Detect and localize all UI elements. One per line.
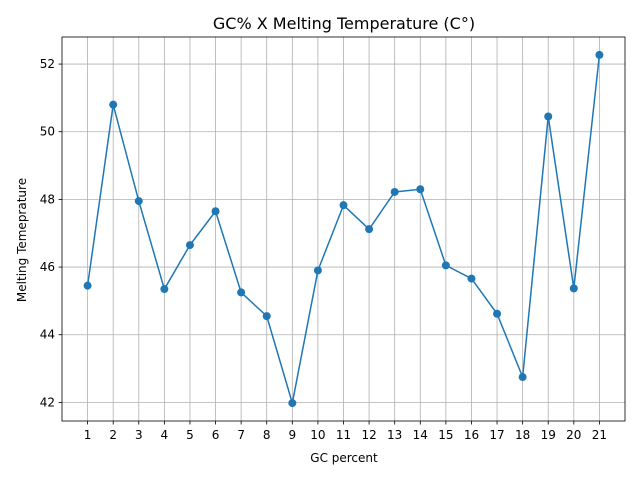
x-tick-label: 19 — [541, 428, 556, 442]
x-tick-label: 2 — [109, 428, 117, 442]
data-point — [83, 281, 92, 290]
data-point — [313, 266, 322, 275]
data-point — [441, 261, 450, 270]
data-point — [237, 288, 246, 297]
data-point — [339, 201, 348, 210]
x-axis-label: GC percent — [310, 451, 378, 465]
x-tick-label: 17 — [489, 428, 504, 442]
x-tick-label: 8 — [263, 428, 271, 442]
x-tick-label: 6 — [212, 428, 220, 442]
x-tick-label: 14 — [413, 428, 428, 442]
y-tick-label: 46 — [40, 260, 55, 274]
x-tick-label: 21 — [592, 428, 607, 442]
x-tick-label: 9 — [288, 428, 296, 442]
x-tick-label: 18 — [515, 428, 530, 442]
data-point — [109, 100, 118, 109]
ticks: 1 2 3 4 5 6 7 8 9 10 11 12 13 14 15 16 17 18 19 20 214244464… — [40, 57, 607, 442]
y-axis-label: Melting Temeprature — [15, 178, 29, 302]
y-tick-label: 44 — [40, 328, 55, 342]
x-tick-label: 13 — [387, 428, 402, 442]
x-tick-label: 20 — [566, 428, 581, 442]
grid — [62, 37, 625, 421]
data-point — [416, 185, 425, 194]
data-point — [365, 225, 374, 234]
data-point — [185, 241, 194, 250]
data-points — [83, 50, 604, 408]
data-point — [160, 285, 169, 294]
data-point — [211, 207, 220, 216]
x-tick-label: 11 — [336, 428, 351, 442]
x-tick-label: 7 — [237, 428, 245, 442]
data-point — [544, 112, 553, 121]
x-tick-label: 10 — [310, 428, 325, 442]
plot-frame — [61, 36, 626, 422]
x-tick-label: 16 — [464, 428, 479, 442]
data-point — [467, 274, 476, 283]
x-tick-label: 3 — [135, 428, 143, 442]
x-tick-label: 12 — [361, 428, 376, 442]
x-tick-label: 5 — [186, 428, 194, 442]
data-point — [493, 309, 502, 318]
data-point — [134, 197, 143, 206]
chart-title: GC% X Melting Temperature (C°) — [213, 14, 475, 33]
data-point — [262, 312, 271, 321]
y-tick-label: 42 — [40, 395, 55, 409]
data-point — [390, 187, 399, 196]
y-tick-label: 52 — [40, 57, 55, 71]
y-tick-label: 50 — [40, 125, 55, 139]
data-point — [518, 373, 527, 382]
data-point — [595, 50, 604, 59]
data-point — [569, 284, 578, 293]
y-tick-label: 48 — [40, 192, 55, 206]
data-point — [288, 399, 297, 408]
x-tick-label: 1 — [84, 428, 92, 442]
x-tick-label: 4 — [161, 428, 169, 442]
x-tick-label: 15 — [438, 428, 453, 442]
